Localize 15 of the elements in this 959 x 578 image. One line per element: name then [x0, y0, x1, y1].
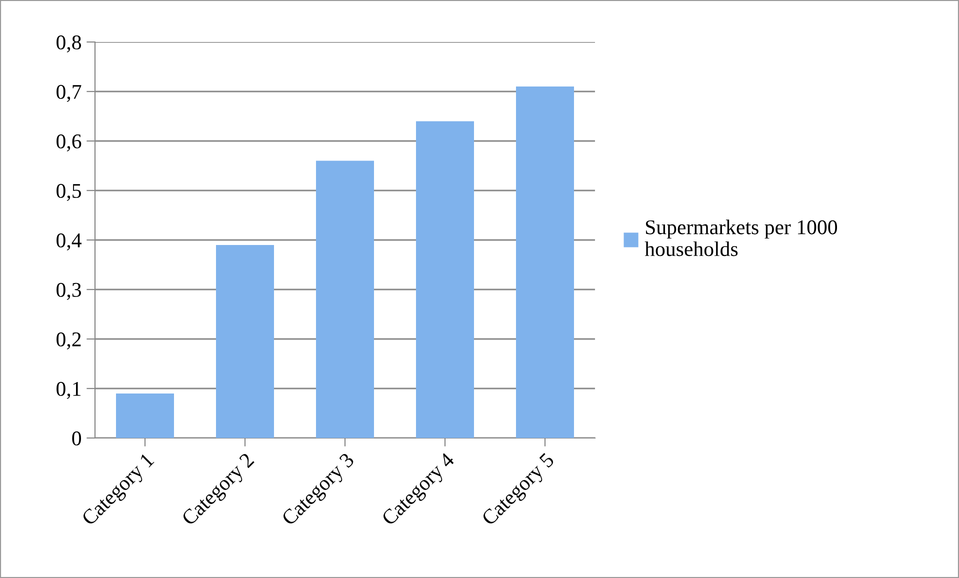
y-tick-label: 0 — [72, 431, 82, 446]
bar — [516, 86, 574, 438]
y-tick-label: 0,1 — [56, 382, 81, 399]
bar — [216, 244, 274, 438]
bar — [316, 160, 374, 438]
y-tick-label: 0,5 — [56, 184, 81, 201]
y-tick-label: 0,8 — [56, 35, 82, 52]
legend-label: Supermarkets per 1000 households — [644, 220, 838, 256]
y-tick-label: 0,4 — [56, 233, 82, 250]
y-tick-label: 0,3 — [56, 282, 81, 300]
y-tick-label: 0,6 — [56, 134, 82, 152]
y-tick-label: 0,2 — [56, 332, 81, 350]
bar — [416, 121, 474, 438]
y-tick-label: 0,7 — [56, 84, 82, 102]
bar — [116, 393, 174, 438]
